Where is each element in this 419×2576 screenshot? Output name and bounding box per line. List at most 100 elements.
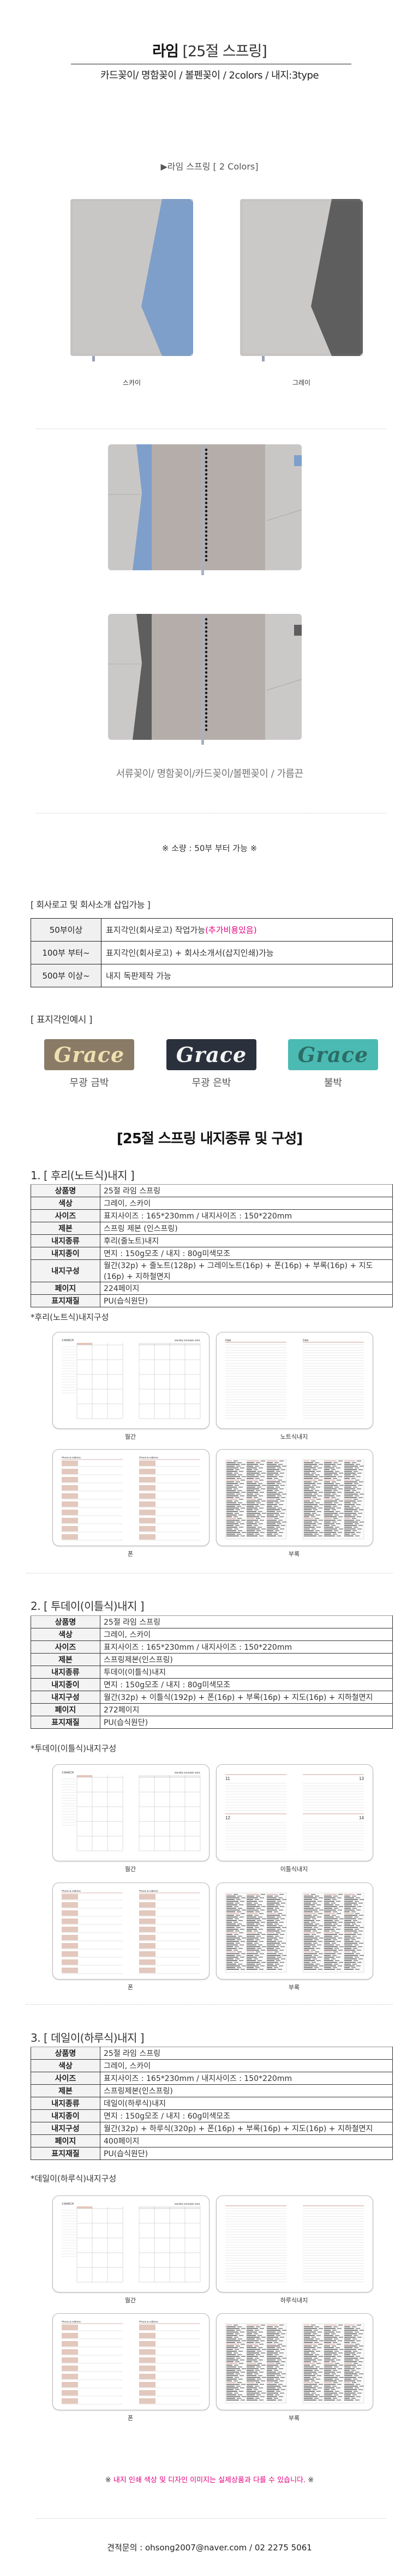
spiral-ring: [205, 716, 208, 719]
text-line: [278, 1492, 283, 1493]
text-line: [274, 1518, 279, 1519]
text-line: [281, 1469, 285, 1470]
text-line: [344, 1904, 352, 1905]
text-line: [278, 1953, 283, 1954]
name-block: [139, 1493, 155, 1499]
text-line: [260, 1532, 265, 1533]
text-line: [226, 1911, 235, 1913]
bookmark-ribbon: [92, 356, 95, 361]
page-preview-label: 폰: [127, 1551, 134, 1558]
text-line: [226, 1527, 237, 1528]
weekday-header: [77, 2206, 92, 2209]
text-line: [236, 1481, 240, 1482]
text-line: [318, 1495, 322, 1497]
text-line: [304, 2384, 317, 2385]
text-line: [267, 2356, 277, 2357]
section-divider: [26, 2004, 393, 2005]
minimum-quantity-note: ※ 소량 : 50부 부터 가능 ※: [161, 843, 258, 853]
text-line: [226, 1516, 232, 1517]
product-title: 라임 [25절 스프링]: [0, 39, 419, 61]
day-number: 12: [225, 1815, 230, 1820]
text-line: [226, 1913, 239, 1914]
inner-type-heading: 3. [ 데일이(하루식)내지 ]: [31, 2031, 145, 2044]
product-type: [25절 스프링]: [182, 43, 267, 60]
text-line: [267, 1939, 272, 1940]
text-line: [304, 2356, 317, 2357]
text-line: [336, 1523, 340, 1524]
text-line: [344, 1483, 352, 1484]
text-line: [324, 2333, 330, 2334]
text-line: [240, 1495, 244, 1497]
text-line: [352, 1462, 356, 1463]
page-preview-drawing: 3 MARCH Monthly Schedule 2021: [62, 1771, 200, 1851]
structure-heading: *후리(노트식)내지구성: [31, 1312, 109, 1322]
text-line: [259, 1507, 264, 1509]
text-line: [324, 1901, 334, 1902]
text-line: [324, 1946, 338, 1947]
text-line: [260, 2396, 265, 2397]
text-line: [267, 1913, 276, 1914]
text-line: [333, 1462, 338, 1463]
text-line: [247, 1958, 252, 1959]
text-line: [281, 1958, 285, 1959]
spec-value: 데일이(하루식)내지: [100, 2097, 393, 2110]
name-block: [62, 1510, 78, 1515]
phone-title: Phone & Address: [62, 2320, 81, 2323]
text-line: [344, 1908, 351, 1909]
text-line: [239, 2335, 243, 2336]
text-line: [240, 1901, 244, 1902]
text-line: [344, 2375, 352, 2376]
page-preview-drawing: [225, 1459, 364, 1540]
text-line: [344, 1516, 355, 1517]
name-block: [62, 1461, 78, 1466]
table-row: 사이즈 표지사이즈 : 165*230mm / 내지사이즈 : 150*220mm: [31, 2072, 393, 2085]
name-block: [62, 1943, 78, 1948]
text-line: [267, 1920, 274, 1921]
text-line: [267, 1906, 278, 1907]
text-line: [304, 1476, 318, 1477]
name-block: [62, 1493, 78, 1499]
text-line: [344, 1969, 354, 1970]
name-block: [139, 1902, 155, 1908]
text-line: [344, 1504, 355, 1505]
text-line: [304, 1932, 315, 1933]
text-line: [344, 1962, 356, 1963]
text-line: [324, 1958, 330, 1959]
text-line: [255, 1955, 259, 1956]
text-line: [324, 1955, 331, 1956]
text-line: [278, 1913, 282, 1914]
text-line: [235, 2361, 240, 2362]
text-line: [255, 1478, 260, 1479]
text-line: [226, 1939, 235, 1940]
text-line: [247, 1518, 254, 1519]
text-line: [261, 1906, 266, 1907]
text-line: [276, 1920, 280, 1921]
text-line: [344, 1967, 350, 1968]
text-line: [247, 1476, 259, 1477]
open-diary-illustration: [108, 614, 302, 745]
text-line: [324, 1965, 336, 1966]
text-line: [242, 2396, 246, 2397]
name-block: [139, 1534, 155, 1540]
text-line: [354, 1904, 358, 1905]
text-line: [315, 2394, 320, 2396]
name-block: [139, 1935, 155, 1940]
text-line: [247, 2389, 252, 2390]
text-line: [241, 1519, 246, 1521]
name-block: [62, 1526, 78, 1531]
text-line: [226, 1490, 236, 1491]
text-line: [267, 2361, 279, 2362]
text-line: [267, 2340, 277, 2342]
spiral-ring: [205, 559, 208, 562]
spiral-ring: [205, 659, 208, 662]
name-block: [139, 1485, 155, 1491]
text-line: [226, 2384, 240, 2385]
text-line: [247, 1934, 260, 1935]
text-line: [282, 2345, 286, 2346]
text-line: [336, 2387, 340, 2388]
text-line: [267, 1465, 280, 1467]
text-line: [352, 2382, 356, 2383]
text-line: [344, 1495, 353, 1497]
text-line: [356, 2340, 361, 2342]
text-line: [255, 2330, 259, 2331]
